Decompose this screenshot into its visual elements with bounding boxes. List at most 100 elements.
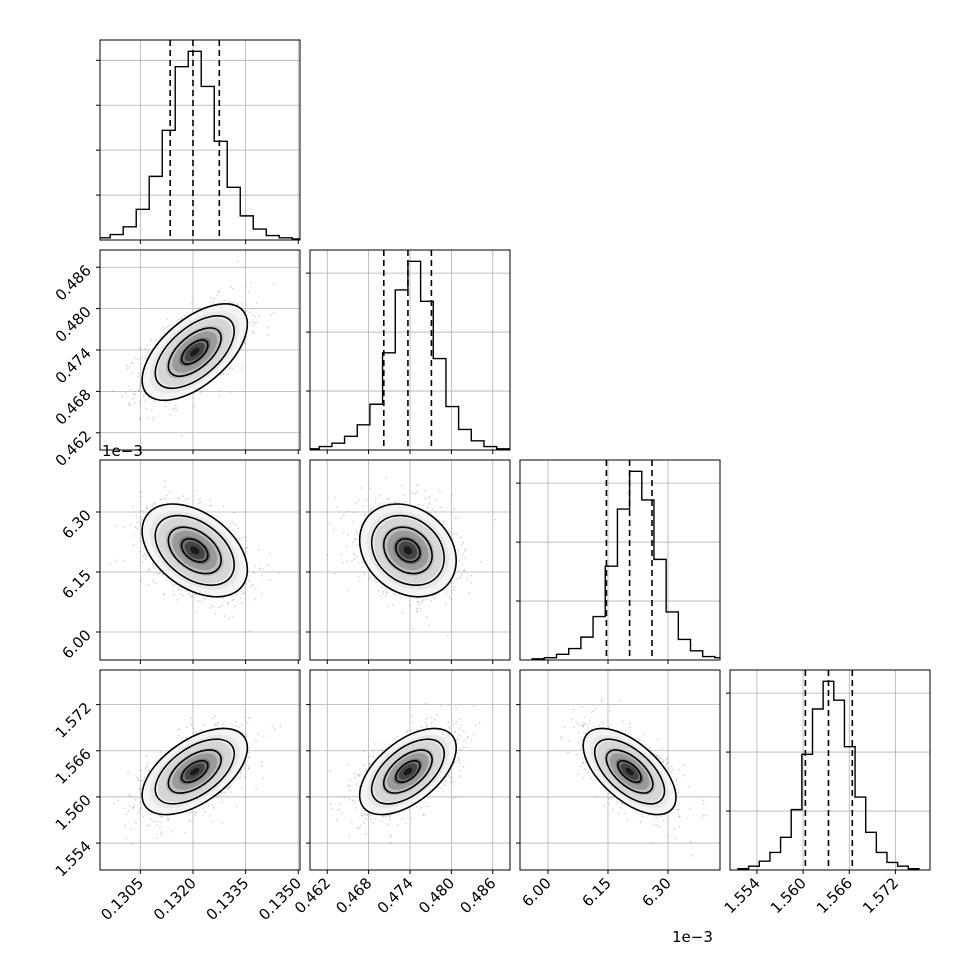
sample-point — [172, 408, 175, 411]
sample-point — [177, 497, 180, 500]
sample-point — [244, 734, 247, 736]
density-shade — [190, 347, 200, 357]
sample-point — [346, 510, 349, 513]
sample-point — [448, 726, 451, 728]
y-tick-label-1-0: 0.462 — [52, 427, 95, 470]
sample-point — [226, 787, 229, 789]
sample-point — [272, 312, 275, 314]
sample-point — [364, 833, 367, 836]
sample-point — [232, 598, 235, 601]
sample-point — [152, 565, 155, 568]
sample-point — [237, 527, 239, 530]
sample-point — [458, 727, 461, 730]
sample-point — [396, 735, 399, 738]
sample-point — [412, 628, 414, 630]
sample-point — [139, 522, 142, 525]
sample-point — [411, 492, 413, 495]
sample-point — [199, 501, 202, 503]
contour-line-3 — [141, 727, 249, 816]
sample-point — [204, 811, 206, 814]
sample-point — [169, 490, 172, 493]
sample-point — [425, 616, 428, 619]
sample-point — [226, 603, 229, 605]
sample-point — [431, 508, 434, 511]
sample-point — [457, 516, 459, 519]
sample-point — [140, 801, 142, 804]
sample-point — [365, 768, 368, 771]
y-tick-label-2-1: 6.15 — [58, 566, 94, 602]
sample-point — [153, 400, 156, 402]
sample-point — [235, 721, 237, 724]
sample-point — [260, 592, 263, 595]
sample-point — [416, 597, 419, 600]
sample-point — [401, 484, 403, 487]
sample-point — [426, 725, 429, 728]
sample-point — [374, 578, 376, 581]
contour-line-2 — [154, 738, 236, 805]
sample-point — [454, 517, 457, 520]
sample-point — [363, 515, 366, 518]
sample-point — [121, 395, 123, 398]
sample-point — [140, 490, 143, 493]
sample-point — [142, 394, 145, 397]
sample-point — [250, 585, 252, 587]
sample-point — [369, 487, 372, 490]
sample-point — [202, 724, 205, 726]
sample-point — [233, 301, 236, 304]
sample-point — [138, 388, 141, 391]
sample-point — [244, 716, 246, 718]
sample-point — [196, 611, 198, 614]
sample-point — [125, 813, 128, 816]
sample-point — [433, 597, 436, 599]
sample-point — [404, 822, 407, 824]
histogram-panel-0 — [96, 39, 301, 244]
sample-point — [177, 588, 180, 591]
sample-point — [111, 390, 114, 392]
sample-point — [254, 315, 257, 318]
sample-point — [227, 373, 230, 375]
sample-point — [240, 602, 243, 604]
sample-point — [137, 812, 139, 814]
sample-point — [439, 506, 442, 509]
sample-point — [416, 610, 419, 613]
sample-point — [396, 824, 399, 826]
sample-point — [223, 791, 225, 794]
sample-point — [140, 807, 143, 809]
sample-point — [212, 606, 214, 608]
sample-point — [466, 737, 469, 739]
sample-point — [138, 779, 141, 781]
contour-line-3 — [141, 302, 249, 402]
sample-point — [159, 821, 162, 824]
sample-point — [279, 725, 282, 728]
sample-point — [146, 507, 148, 509]
sample-point — [248, 767, 250, 770]
sample-point — [455, 532, 458, 535]
density-shade — [189, 546, 200, 555]
x-tick-label-0-0: 0.1305 — [97, 874, 147, 924]
sample-point — [332, 528, 335, 531]
sample-point — [163, 593, 166, 596]
sample-point — [186, 498, 189, 501]
sample-point — [334, 496, 337, 499]
sample-point — [214, 715, 217, 718]
sample-point — [254, 564, 257, 567]
sample-point — [218, 389, 221, 392]
sample-point — [387, 605, 390, 608]
sample-point — [152, 503, 155, 505]
sample-point — [141, 516, 144, 519]
sample-point — [346, 533, 349, 536]
sample-point — [244, 285, 247, 288]
sample-point — [213, 297, 216, 300]
sample-point — [455, 577, 458, 580]
sample-point — [137, 389, 140, 392]
sample-point — [171, 831, 173, 833]
panel-content — [310, 670, 510, 870]
sample-point — [145, 504, 148, 507]
sample-point — [278, 571, 280, 574]
sample-point — [439, 705, 442, 707]
sample-point — [218, 394, 220, 397]
sample-point — [136, 521, 139, 524]
sample-point — [194, 811, 197, 814]
sample-point — [452, 532, 454, 535]
sample-point — [154, 582, 157, 584]
